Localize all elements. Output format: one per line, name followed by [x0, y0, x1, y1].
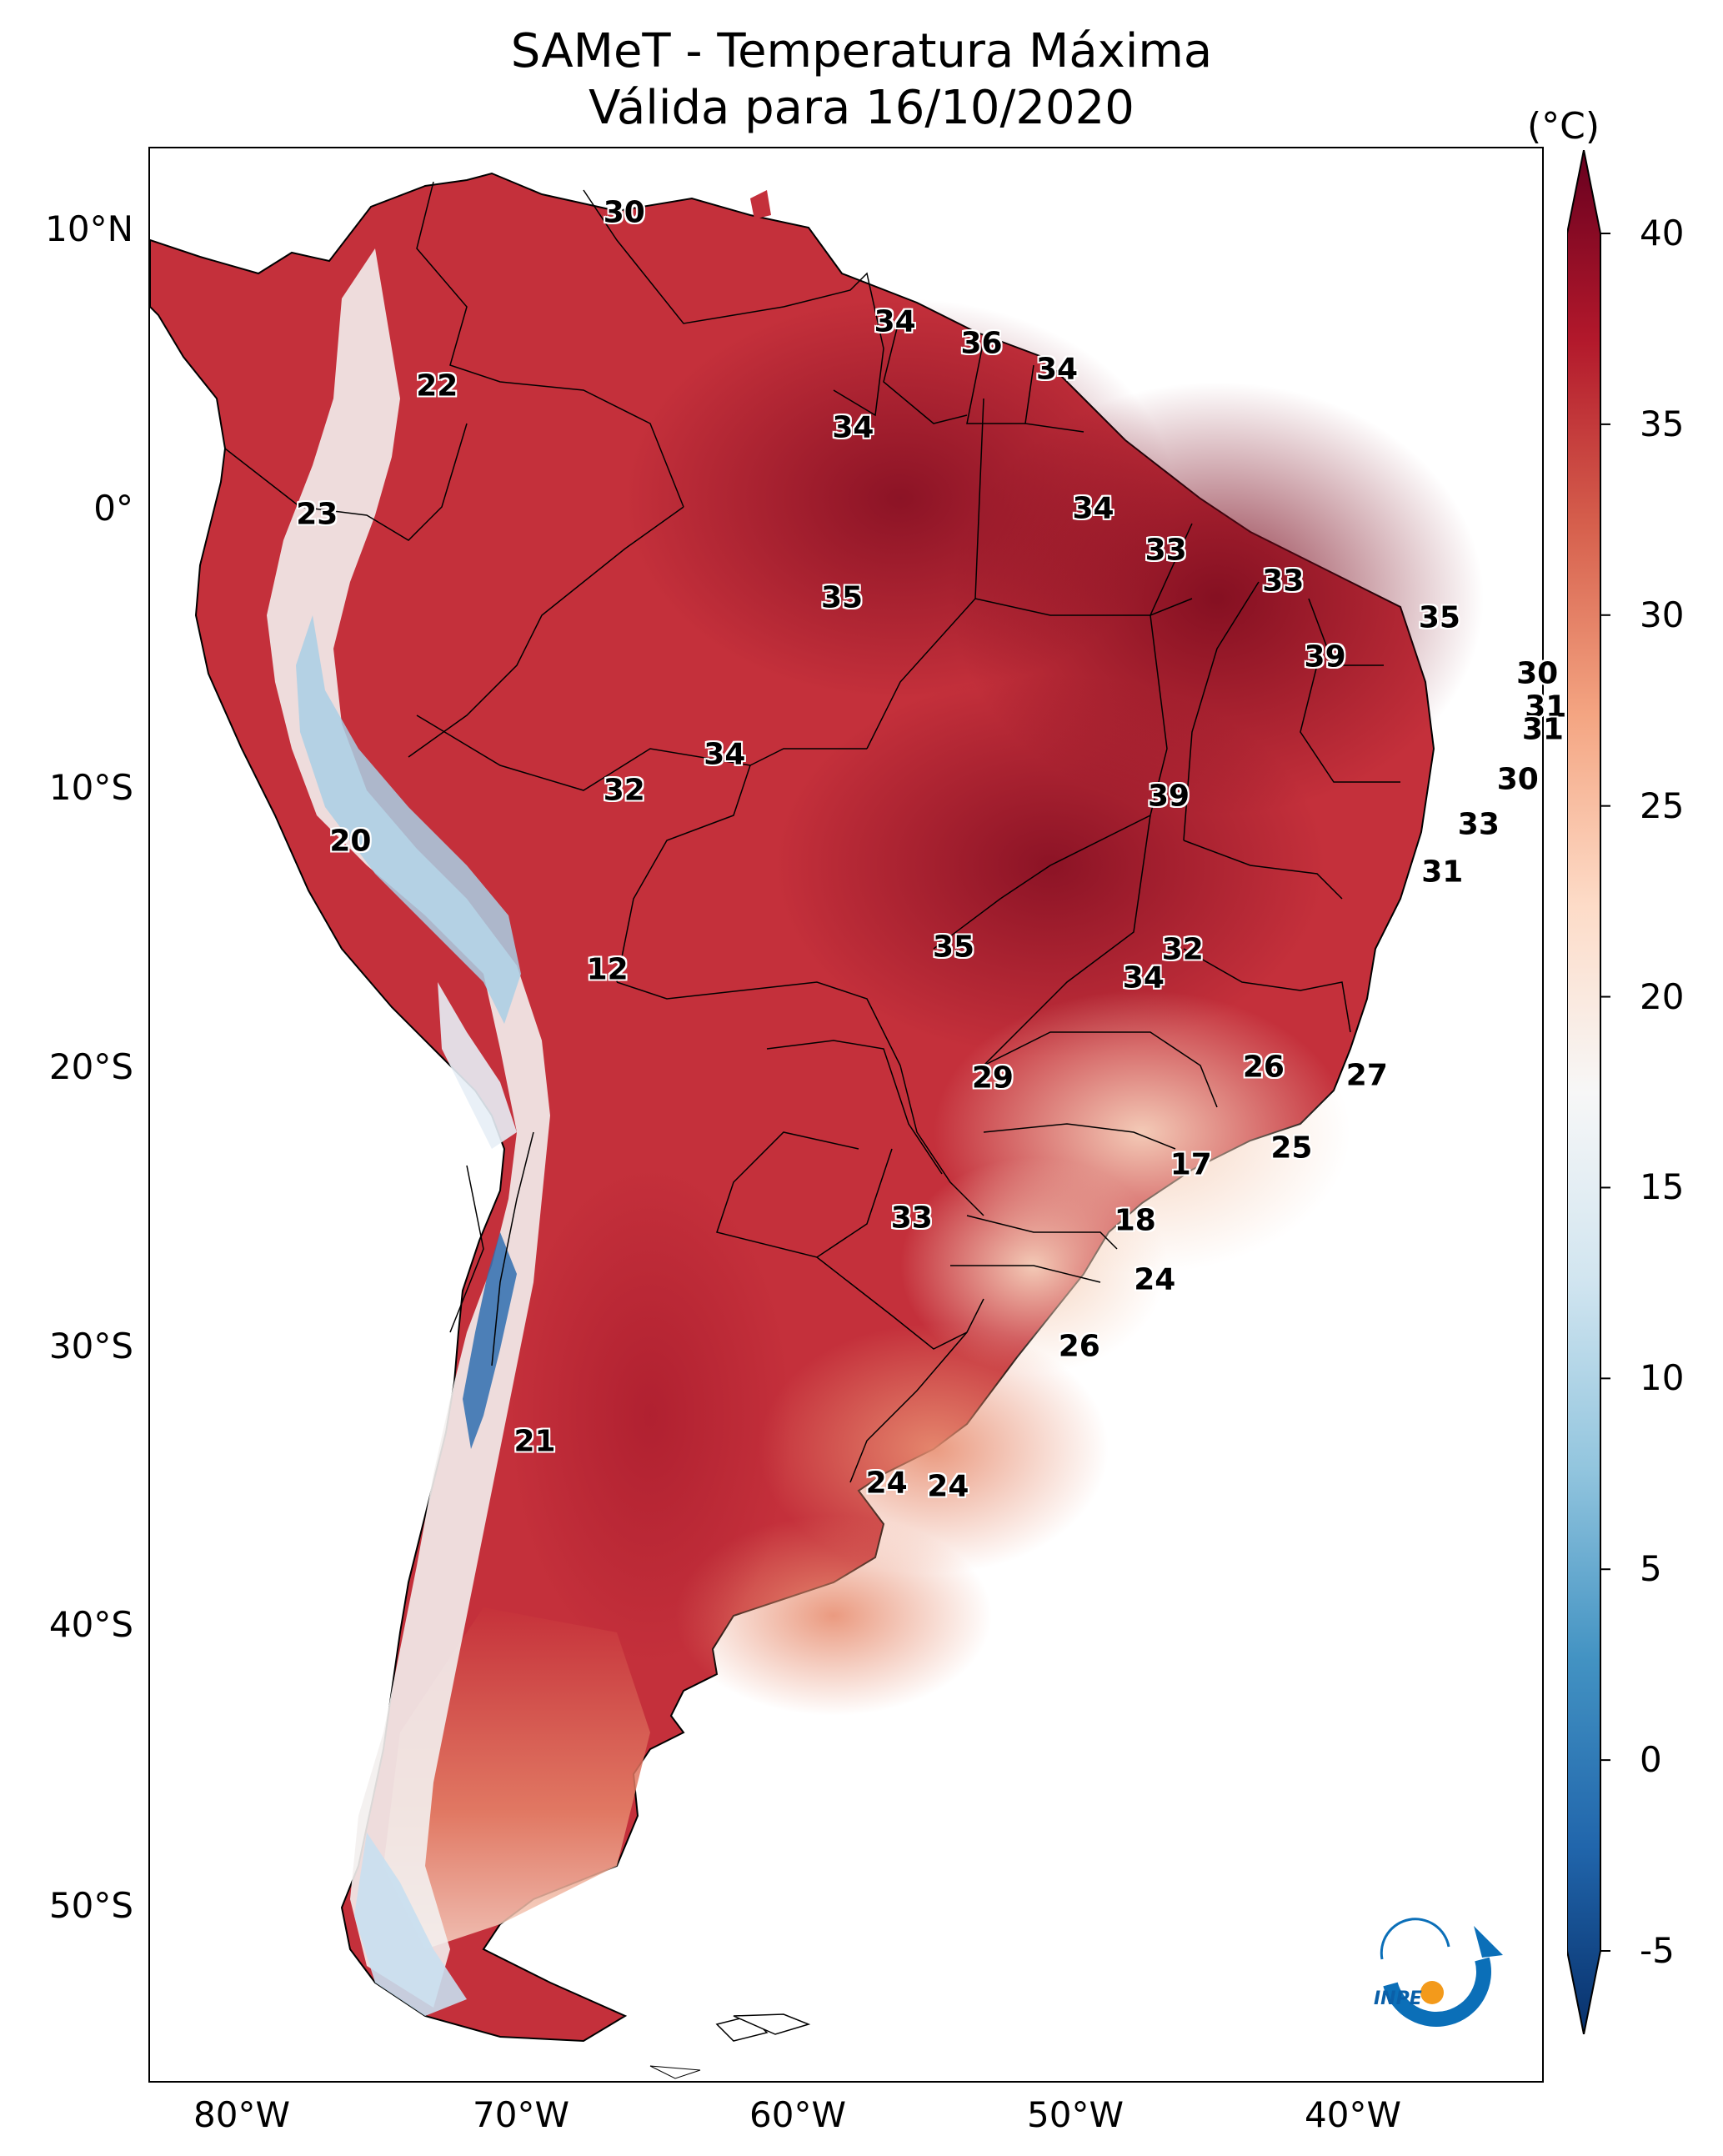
- lat-label-0: 0°: [93, 488, 133, 529]
- contour-label: 26: [1242, 1050, 1285, 1085]
- contour-label: 24: [865, 1466, 908, 1501]
- contour-label: 17: [1170, 1147, 1212, 1182]
- andes-cold-core: [296, 615, 521, 1024]
- contour-label: 31: [1521, 712, 1564, 747]
- contour-label: 34: [1122, 960, 1165, 995]
- lat-label-20s: 20°S: [48, 1046, 133, 1087]
- lat-label-10n: 10°N: [45, 208, 133, 249]
- contour-label: 33: [1144, 533, 1187, 568]
- colorbar-body: [1567, 150, 1601, 2034]
- contour-label: 29: [971, 1060, 1014, 1096]
- contour-label: 23: [296, 497, 338, 532]
- inpe-logo: [1380, 1918, 1503, 2027]
- lat-label-10s: 10°S: [48, 767, 133, 808]
- contour-label: 34: [1072, 491, 1114, 526]
- contour-label: 22: [416, 369, 458, 404]
- colorbar-tick-label: 0: [1640, 1739, 1662, 1781]
- contour-label: 39: [1147, 779, 1190, 814]
- colorbar-tick-label: 20: [1640, 975, 1685, 1017]
- colorbar-tick-label: 15: [1640, 1166, 1685, 1208]
- contour-label: 31: [1421, 855, 1464, 889]
- map-title: SAMeT - Temperatura Máxima Válida para 1…: [0, 23, 1723, 137]
- contour-label: 30: [1516, 656, 1559, 691]
- colorbar-tick-label: 5: [1640, 1548, 1662, 1590]
- map-area: [148, 147, 1544, 2083]
- colorbar-tick-label: 30: [1640, 594, 1685, 635]
- andes-cool-band: [267, 248, 550, 2008]
- colorbar-unit: (°C): [1527, 105, 1600, 148]
- contour-label: 27: [1345, 1058, 1388, 1093]
- contour-label: 35: [820, 580, 864, 615]
- contour-label: 33: [1457, 807, 1500, 842]
- contour-label: 31: [1525, 689, 1567, 725]
- temperature-map: [150, 172, 1484, 2079]
- contour-label: 20: [329, 824, 372, 859]
- colorbar-tick-label: 40: [1640, 213, 1685, 253]
- contour-label: 12: [586, 952, 629, 987]
- lon-label-50w: 50°W: [1027, 2094, 1124, 2135]
- contour-label: 39: [1304, 639, 1346, 674]
- contour-label: 34: [1035, 352, 1079, 386]
- colorbar-ticks: [1600, 233, 1610, 1952]
- contour-label: 34: [832, 410, 874, 445]
- contour-label: 26: [1058, 1329, 1100, 1364]
- contour-label: 33: [890, 1201, 933, 1236]
- country-borders: [224, 181, 1400, 1483]
- lon-label-70w: 70°W: [473, 2094, 569, 2135]
- contour-label: 33: [1262, 564, 1305, 599]
- colorbar-tick-label: 25: [1640, 785, 1685, 826]
- contour-label: 32: [1161, 932, 1204, 967]
- contour-label: 35: [932, 930, 975, 965]
- contour-label: 25: [1270, 1131, 1313, 1166]
- contour-label: 30: [603, 195, 645, 230]
- colorbar-tick-label: 35: [1640, 403, 1685, 444]
- contour-label: 24: [927, 1469, 969, 1503]
- inpe-logo-text: INPE: [1374, 1988, 1422, 2009]
- contour-label: 34: [704, 737, 746, 772]
- contour-label: 24: [1134, 1262, 1176, 1297]
- contour-label: 34: [874, 304, 916, 339]
- lon-label-60w: 60°W: [749, 2094, 846, 2135]
- lon-label-40w: 40°W: [1305, 2094, 1401, 2135]
- lat-label-50s: 50°S: [48, 1885, 133, 1926]
- lat-label-30s: 30°S: [48, 1326, 133, 1366]
- contour-label: 35: [1418, 600, 1460, 635]
- contour-label: 36: [960, 326, 1003, 361]
- contour-label: 32: [603, 773, 645, 808]
- contour-label: 30: [1496, 762, 1539, 797]
- colorbar-tick-label: 10: [1640, 1357, 1685, 1399]
- title-line-2: Válida para 16/10/2020: [589, 81, 1134, 135]
- contour-label: 18: [1114, 1203, 1156, 1238]
- contour-label: 21: [513, 1424, 556, 1459]
- colorbar: [1567, 150, 1610, 2034]
- colorbar-tick-label: -5: [1640, 1930, 1675, 1971]
- lon-label-80w: 80°W: [193, 2094, 290, 2135]
- title-line-1: SAMeT - Temperatura Máxima: [510, 24, 1213, 78]
- lat-label-40s: 40°S: [48, 1604, 133, 1645]
